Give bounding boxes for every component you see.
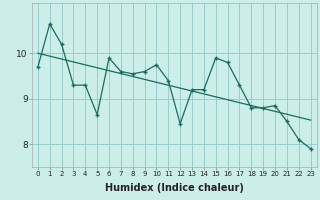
X-axis label: Humidex (Indice chaleur): Humidex (Indice chaleur) [105, 183, 244, 193]
